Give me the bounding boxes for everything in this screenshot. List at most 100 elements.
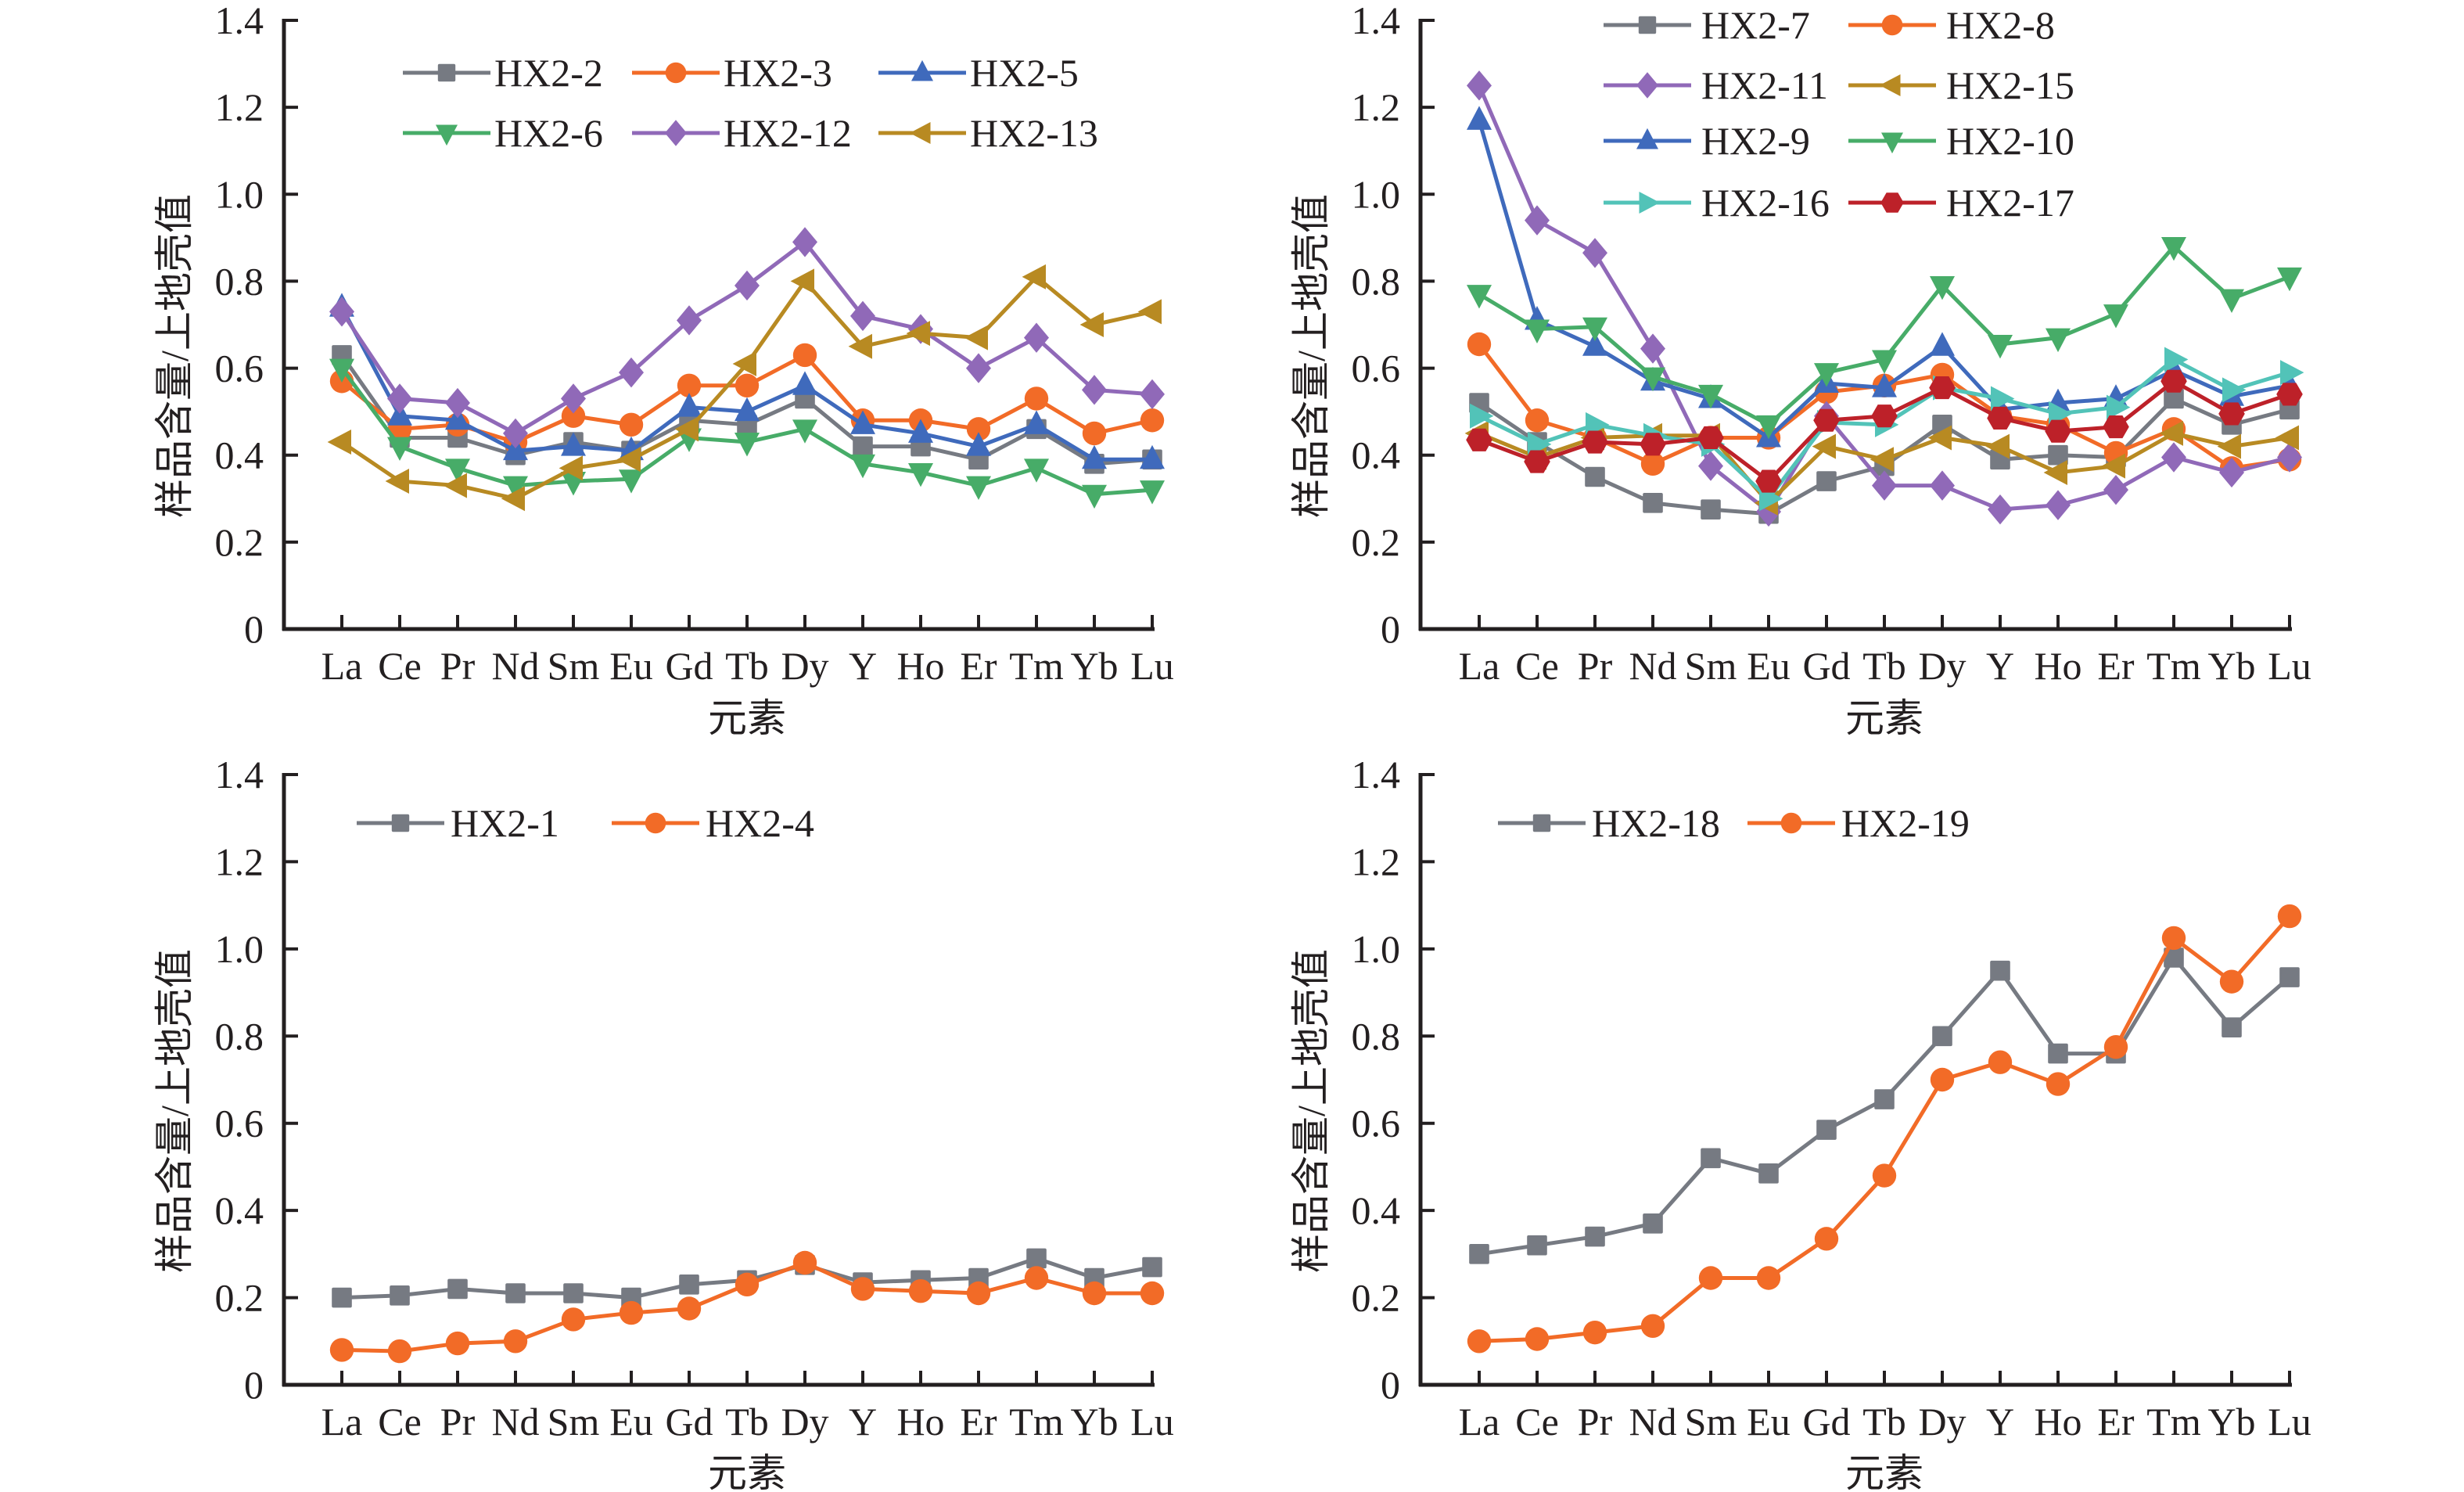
x-tick-label: Ce [1515, 644, 1559, 688]
data-point-triangle-left [616, 447, 641, 473]
data-point-diamond [445, 387, 470, 419]
legend-label: HX2-11 [1701, 63, 1828, 107]
x-tick-label: Dy [1918, 1400, 1966, 1443]
x-tick-label: Er [960, 1400, 997, 1443]
data-point-hexagon [2218, 402, 2245, 426]
y-axis-title: 样品含量/上地壳值 [153, 949, 196, 1273]
data-point-triangle-down [1525, 319, 1550, 343]
data-point-hexagon [1582, 430, 1608, 454]
data-point-triangle-down [2046, 328, 2071, 353]
data-point-circle [2103, 1035, 2128, 1059]
data-point-triangle-down [1814, 363, 1839, 387]
x-tick-label: Gd [1802, 644, 1850, 688]
data-point-circle [677, 373, 702, 397]
data-point-square [853, 436, 873, 457]
y-tick-label: 0.8 [1352, 1014, 1401, 1058]
legend-marker-circle-icon [665, 62, 687, 84]
data-point-triangle-left [848, 333, 872, 359]
x-tick-label: La [1459, 644, 1500, 688]
data-point-triangle-left [1870, 447, 1894, 473]
y-tick-label: 1.4 [1352, 753, 1401, 796]
data-point-square [1643, 1213, 1663, 1234]
legend-item: HX2-1 [357, 801, 559, 845]
data-point-circle [1525, 1327, 1550, 1351]
data-point-circle [792, 343, 817, 368]
data-point-diamond [677, 305, 702, 336]
y-tick-label: 1.0 [1352, 172, 1401, 216]
data-point-triangle-down [1930, 275, 1955, 300]
data-point-square [1142, 1257, 1162, 1278]
data-point-square [1874, 1089, 1895, 1109]
legend-marker-circle-icon [1780, 812, 1802, 834]
data-point-diamond [387, 383, 412, 414]
data-point-triangle-down [1872, 350, 1897, 374]
data-point-square [2048, 444, 2068, 466]
legend-item: HX2-3 [632, 51, 832, 95]
data-point-triangle-up [561, 432, 586, 456]
x-axis-title: 元素 [1845, 1451, 1923, 1492]
data-point-square [1990, 960, 2010, 981]
data-point-triangle-left [674, 416, 699, 442]
legend-item: HX2-9 [1604, 119, 1810, 163]
y-tick-label: 0.6 [1352, 1102, 1401, 1145]
data-point-triangle-down [2219, 289, 2244, 314]
data-point-square [1758, 1163, 1779, 1184]
data-point-square [1469, 1244, 1489, 1264]
data-point-diamond [1024, 322, 1049, 353]
data-point-circle [561, 404, 586, 428]
data-point-triangle-left [501, 486, 525, 512]
data-point-square [2222, 1017, 2242, 1037]
data-point-diamond [2103, 474, 2128, 505]
x-axis-title: 元素 [708, 696, 786, 740]
legend-label: HX2-16 [1701, 181, 1830, 225]
legend: HX2-2 HX2-3 HX2-5 HX2-6 HX2-12 HX2-13 [403, 51, 1098, 155]
data-point-triangle-left [1985, 433, 2010, 459]
data-point-triangle-left [906, 321, 930, 347]
x-tick-label: Y [849, 644, 877, 688]
series-hx2-18 [1469, 947, 2300, 1264]
data-point-triangle-down [503, 476, 528, 501]
data-point-triangle-left [1812, 433, 1836, 459]
data-point-square [505, 1283, 526, 1303]
chart-bottom-left: 0 0.2 0.4 0.6 0.8 1.0 1.2 1.4 La Ce Pr Nd Sm Eu Gd Tb Dy… [153, 753, 1174, 1492]
data-point-diamond [1525, 205, 1550, 235]
data-point-circle [1467, 332, 1492, 357]
x-tick-label: Yb [1070, 644, 1118, 688]
data-point-circle [1930, 1067, 1955, 1092]
x-tick-label: Yb [2207, 644, 2255, 688]
data-point-square [563, 1283, 584, 1303]
y-tick-label: 0.4 [215, 1188, 264, 1232]
x-tick-label: Sm [548, 1400, 600, 1443]
x-tick-label: Tm [2146, 1400, 2201, 1443]
data-point-circle [908, 1279, 933, 1303]
data-point-hexagon [1813, 408, 1840, 432]
x-tick-label: Sm [1685, 644, 1737, 688]
data-point-diamond [1988, 494, 2013, 525]
data-point-hexagon [1987, 406, 2013, 430]
data-point-circle [619, 412, 644, 437]
x-tick-label: Ho [2034, 644, 2081, 688]
data-point-circle [850, 1277, 875, 1301]
data-point-triangle-down [1698, 384, 1723, 409]
data-point-diamond [329, 297, 354, 327]
x-tick-label: Tb [725, 644, 769, 688]
x-tick-label: Ho [2034, 1400, 2081, 1443]
data-point-triangle-right [2107, 394, 2131, 420]
legend-item: HX2-2 [403, 51, 603, 95]
data-point-circle [1698, 1266, 1723, 1290]
x-tick-label: Y [849, 1400, 877, 1443]
x-tick-label: Gd [665, 644, 713, 688]
x-axis-title: 元素 [1845, 696, 1923, 740]
legend-label: HX2-3 [724, 51, 832, 95]
data-point-hexagon [1697, 426, 1724, 450]
data-point-square [447, 1278, 468, 1300]
y-tick-label: 0.2 [215, 1276, 264, 1320]
data-point-diamond [850, 300, 875, 332]
series-line [1478, 915, 2291, 1343]
legend-item: HX2-13 [878, 111, 1098, 155]
legend-item: HX2-18 [1498, 801, 1720, 845]
data-point-triangle-up [735, 397, 760, 422]
data-point-diamond [2219, 457, 2244, 488]
y-tick-label: 1.0 [215, 927, 264, 971]
